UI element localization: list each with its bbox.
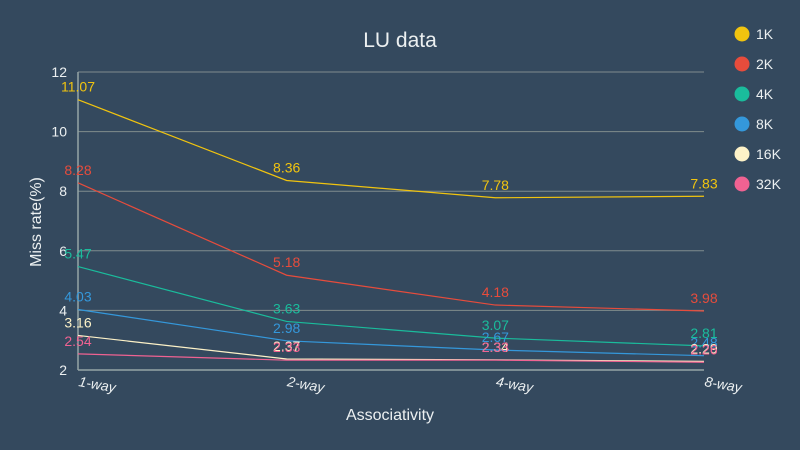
data-label: 3.63 (273, 300, 300, 316)
y-tick-label: 8 (59, 183, 67, 199)
x-tick-label: 8-way (703, 373, 744, 395)
y-axis-title: Miss rate(%) (28, 177, 45, 267)
data-label: 7.83 (690, 175, 717, 191)
legend-label-32K: 32K (756, 176, 782, 192)
y-tick-label: 10 (51, 124, 67, 140)
legend: 1K 2K 4K 8K 16K 32K (734, 26, 782, 192)
data-label: 7.78 (482, 177, 509, 193)
legend-label-8K: 8K (756, 116, 774, 132)
data-label: 4.18 (482, 284, 509, 300)
data-label: 2.26 (690, 341, 717, 357)
series-line-32K (77, 353, 705, 363)
series-line-8K (77, 308, 705, 357)
series-lines (77, 99, 705, 363)
data-label: 3.16 (64, 314, 91, 330)
y-tick-label: 12 (51, 64, 67, 80)
data-label: 3.07 (482, 317, 509, 333)
y-tick-label: 2 (59, 362, 67, 378)
data-label: 2.33 (273, 339, 300, 355)
x-tick-label: 1-way (77, 373, 118, 395)
legend-swatch-4K (734, 86, 750, 102)
series-line-16K (77, 334, 705, 362)
data-labels: 11.07 8.36 7.78 7.83 8.28 5.18 4.18 3.98 5.47 3.6… (61, 79, 718, 358)
y-tick-label: 4 (59, 302, 67, 318)
series-line-2K (77, 182, 705, 312)
data-label: 2.29 (690, 340, 717, 356)
legend-label-4K: 4K (756, 86, 774, 102)
data-label: 11.07 (61, 79, 95, 95)
legend-label-1K: 1K (756, 26, 774, 42)
data-label: 2.33 (482, 339, 509, 355)
data-label: 2.34 (482, 339, 509, 355)
series-line-4K (77, 266, 705, 347)
data-label: 8.36 (273, 159, 300, 175)
x-tick-label: 4-way (495, 373, 536, 395)
chart-title: LU data (363, 29, 437, 52)
legend-swatch-1K (734, 26, 750, 42)
legend-swatch-16K (734, 146, 750, 162)
data-label: 3.98 (690, 290, 717, 306)
grid-lines (78, 71, 704, 311)
data-label: 2.81 (690, 325, 717, 341)
legend-label-2K: 2K (756, 56, 774, 72)
data-label: 2.48 (690, 335, 717, 351)
data-label: 5.18 (273, 254, 300, 270)
legend-swatch-32K (734, 176, 750, 192)
data-label: 2.37 (273, 338, 300, 354)
axes: 2 4 6 8 10 12 1-way 2-way 4-way 8-way (51, 64, 744, 396)
data-label: 5.47 (64, 246, 91, 262)
data-label: 2.98 (273, 320, 300, 336)
legend-swatch-2K (734, 56, 750, 72)
legend-swatch-8K (734, 116, 750, 132)
data-label: 2.54 (64, 333, 91, 349)
y-tick-label: 6 (59, 243, 67, 259)
x-tick-label: 2-way (285, 373, 327, 396)
x-axis-title: Associativity (346, 407, 434, 424)
series-line-1K (77, 99, 705, 199)
legend-label-16K: 16K (756, 146, 782, 162)
data-label: 4.03 (64, 289, 91, 305)
data-label: 8.28 (64, 162, 91, 178)
data-label: 2.67 (482, 329, 509, 345)
